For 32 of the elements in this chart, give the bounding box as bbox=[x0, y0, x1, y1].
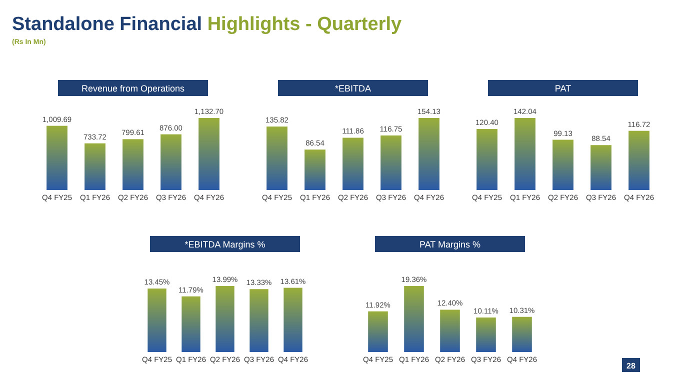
bar bbox=[182, 296, 200, 352]
chart-title: *EBITDA bbox=[334, 84, 372, 94]
bar bbox=[84, 143, 106, 190]
bar bbox=[284, 288, 302, 352]
bar bbox=[148, 288, 166, 352]
chart-title: Revenue from Operations bbox=[81, 84, 186, 94]
bar bbox=[552, 140, 574, 190]
bar bbox=[404, 286, 424, 352]
bar bbox=[122, 139, 144, 190]
bar bbox=[216, 286, 234, 352]
bar bbox=[628, 130, 650, 190]
bar bbox=[304, 150, 326, 190]
chart-title: *EBITDA Margins % bbox=[184, 240, 266, 250]
bar bbox=[380, 135, 402, 190]
bar bbox=[342, 138, 364, 190]
bar bbox=[368, 311, 388, 352]
bar bbox=[46, 126, 68, 190]
bar bbox=[476, 318, 496, 352]
bar bbox=[476, 128, 498, 190]
bar bbox=[250, 289, 268, 352]
text: 28 bbox=[626, 362, 636, 370]
bar bbox=[514, 118, 536, 190]
bar bbox=[590, 145, 612, 190]
bar bbox=[160, 134, 182, 190]
bar bbox=[266, 126, 288, 190]
bar bbox=[418, 118, 440, 190]
chart-title: PAT bbox=[554, 84, 572, 94]
bar bbox=[512, 316, 532, 352]
bar bbox=[198, 118, 220, 190]
text: Standalone Financial Highlights - Quarterly bbox=[12, 14, 402, 35]
bar bbox=[440, 310, 460, 352]
chart-title: PAT Margins % bbox=[419, 240, 481, 250]
